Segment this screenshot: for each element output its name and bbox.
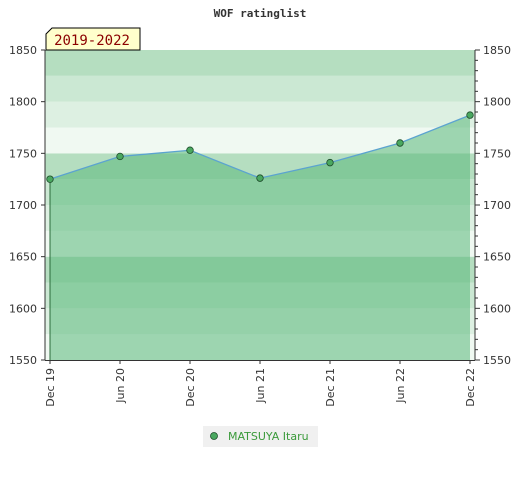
chart-title: WOF ratinglist [214,7,307,20]
x-tick-label: Dec 20 [184,368,197,407]
data-point [326,158,334,167]
y-tick-label-right: 1800 [483,96,511,109]
legend[interactable]: MATSUYA Itaru [203,426,318,447]
data-point [396,139,404,147]
y-tick-label-right: 1700 [483,199,511,212]
y-tick-label-left: 1600 [9,302,37,315]
y-tick-label-left: 1700 [9,199,37,212]
y-tick-label-left: 1850 [9,44,37,57]
x-tick-label: Jun 22 [394,368,407,404]
y-tick-label-right: 1650 [483,251,511,264]
x-tick-label: Dec 21 [324,368,337,407]
x-tick-label: Jun 20 [114,368,127,404]
band [45,75,475,102]
data-point [256,174,264,182]
y-tick-label-left: 1800 [9,96,37,109]
data-point [186,146,194,154]
legend-marker [210,432,218,440]
data-point [116,152,124,161]
x-axis-labels: Dec 19 Jun 20 Dec 20 Jun 21 Dec 21 Jun 22 Dec … [44,368,477,407]
rating-area [50,115,470,360]
y-axis-right-labels: 1550 1600 1650 1700 1750 1800 1850 [483,44,511,367]
data-point [46,175,54,183]
x-tick-label: Dec 19 [44,368,57,407]
band [45,50,475,76]
data-point [466,111,474,119]
band [45,101,475,128]
x-tick-label: Jun 21 [254,368,267,404]
period-label-box: 2019-2022 [45,27,141,51]
period-label: 2019-2022 [54,33,130,49]
y-tick-label-left: 1650 [9,251,37,264]
y-tick-label-left: 1550 [9,354,37,367]
y-tick-label-right: 1600 [483,302,511,315]
y-tick-label-right: 1850 [483,44,511,57]
y-axis-left-labels: 1550 1600 1650 1700 1750 1800 1850 [9,44,37,367]
data-points [46,111,474,183]
x-tick-label: Dec 22 [464,368,477,407]
y-tick-label-left: 1750 [9,147,37,160]
legend-series-name: MATSUYA Itaru [228,430,309,443]
y-tick-label-right: 1750 [483,147,511,160]
y-tick-label-right: 1550 [483,354,511,367]
axes [41,49,480,364]
